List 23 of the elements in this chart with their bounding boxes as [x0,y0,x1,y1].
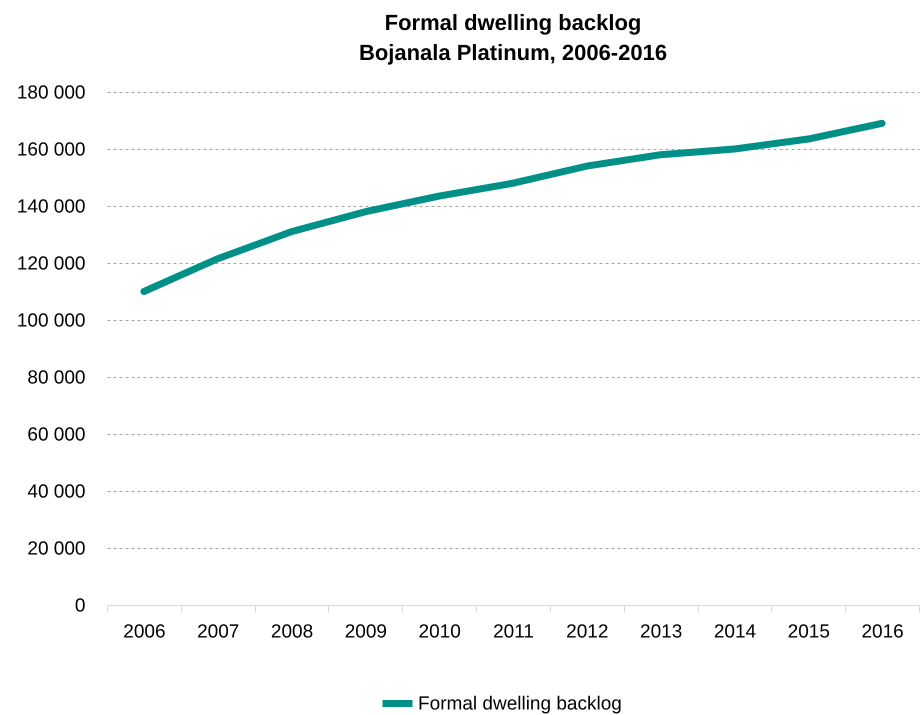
chart-title: Formal dwelling backlog Bojanala Platinum, 2006-2016 [358,10,668,65]
x-tick-label: 2008 [270,622,314,642]
y-tick-label: 60 000 [27,424,86,446]
y-tick-label: 180 000 [16,82,86,104]
x-tick-label: 2011 [493,622,534,642]
y-tick-label: 20 000 [27,538,86,560]
x-tick-label: 2012 [566,622,608,642]
y-tick-label: 0 [74,596,86,616]
x-tick-label: 2014 [714,622,757,642]
y-tick-label: 140 000 [16,196,86,218]
x-tick-label: 2006 [123,622,166,642]
y-tick-label: 40 000 [27,482,86,502]
y-tick-label: 80 000 [27,368,86,388]
y-tick-label: 100 000 [16,310,86,332]
y-tick-label: 120 000 [16,254,86,274]
x-tick-label: 2009 [344,622,388,642]
x-tick-label: 2010 [418,622,461,642]
x-tick-label: 2013 [640,622,682,642]
y-tick-label: 160 000 [16,140,86,160]
x-tick-label: 2016 [861,622,904,642]
x-tick-label: 2015 [788,622,830,642]
x-tick-label: 2007 [197,622,240,642]
legend-label: Formal dwelling backlog [418,694,622,714]
